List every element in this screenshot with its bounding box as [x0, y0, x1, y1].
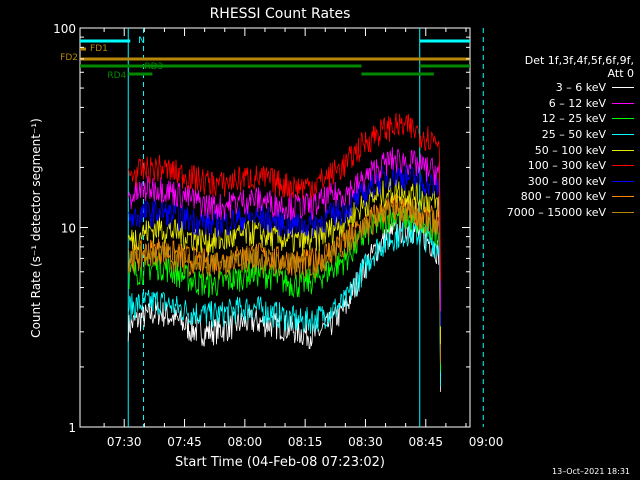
y-axis-label: Count Rate (s⁻¹ detector segment⁻¹)	[29, 118, 43, 338]
legend-swatch	[612, 118, 634, 120]
marker-label: RD4	[107, 71, 126, 81]
y-tick-label: 100	[53, 22, 76, 36]
marker-label: FD2	[60, 53, 78, 63]
x-tick-label: 08:15	[288, 435, 323, 449]
generation-timestamp: 13–Oct–2021 18:31	[552, 467, 630, 476]
series-line	[127, 147, 441, 312]
legend-label: 12 – 25 keV	[541, 112, 606, 126]
x-tick-label: 09:00	[469, 435, 504, 449]
series-line	[127, 197, 441, 365]
series-line	[127, 205, 441, 372]
attenuator-markers: N FD1 FD2 RD3 RD4	[60, 36, 470, 81]
legend-swatch	[612, 196, 634, 198]
legend-item: 7000 – 15000 keV	[482, 205, 634, 221]
series-line	[127, 220, 441, 387]
legend-swatch	[612, 87, 634, 89]
legend-items: 3 – 6 keV 6 – 12 keV 12 – 25 keV 25 – 50 ke…	[482, 80, 634, 220]
legend-label: 3 – 6 keV	[555, 81, 606, 95]
legend-swatch	[612, 149, 634, 151]
series-line	[127, 178, 441, 345]
legend-item: 800 – 7000 keV	[482, 189, 634, 205]
marker-label: RD3	[144, 62, 163, 72]
legend-header-line-1: Det 1f,3f,4f,5f,6f,9f,	[524, 54, 634, 67]
legend: Det 1f,3f,4f,5f,6f,9f, Att 0 3 – 6 keV 6 …	[482, 54, 634, 220]
chart-title: RHESSI Count Rates	[210, 6, 351, 22]
x-axis-label: Start Time (04-Feb-08 07:23:02)	[175, 455, 385, 470]
legend-label: 6 – 12 keV	[548, 96, 606, 110]
y-tick-label: 1	[68, 421, 76, 435]
x-tick-label: 07:45	[167, 435, 202, 449]
legend-swatch	[612, 102, 634, 104]
legend-label: 800 – 7000 keV	[520, 190, 606, 204]
legend-item: 12 – 25 keV	[482, 111, 634, 127]
legend-item: 25 – 50 keV	[482, 127, 634, 143]
y-axis: 1 10 100	[53, 22, 470, 435]
x-tick-label: 08:30	[348, 435, 383, 449]
x-tick-label: 07:30	[107, 435, 142, 449]
legend-swatch	[612, 180, 634, 182]
legend-item: 300 – 800 keV	[482, 174, 634, 190]
legend-swatch	[612, 212, 634, 214]
series-line	[127, 112, 441, 281]
legend-label: 7000 – 15000 keV	[506, 206, 606, 220]
series-layer	[127, 112, 441, 392]
series-line	[127, 216, 441, 392]
marker-label: FD1	[90, 44, 108, 54]
legend-label: 25 – 50 keV	[541, 128, 606, 142]
marker-label: N	[138, 36, 145, 46]
x-tick-label: 08:00	[228, 435, 263, 449]
series-line	[127, 163, 441, 327]
x-axis: 07:30 07:45 08:00 08:15 08:30 08:45 09:00	[103, 28, 504, 449]
legend-header-line-2: Att 0	[607, 67, 634, 80]
legend-swatch	[612, 134, 634, 136]
legend-swatch	[612, 165, 634, 167]
x-tick-label: 08:45	[408, 435, 443, 449]
legend-label: 100 – 300 keV	[527, 159, 606, 173]
legend-item: 100 – 300 keV	[482, 158, 634, 174]
legend-item: 6 – 12 keV	[482, 96, 634, 112]
y-tick-label: 10	[61, 222, 76, 236]
legend-label: 50 – 100 keV	[534, 143, 606, 157]
legend-item: 3 – 6 keV	[482, 80, 634, 96]
legend-item: 50 – 100 keV	[482, 142, 634, 158]
legend-label: 300 – 800 keV	[527, 174, 606, 188]
